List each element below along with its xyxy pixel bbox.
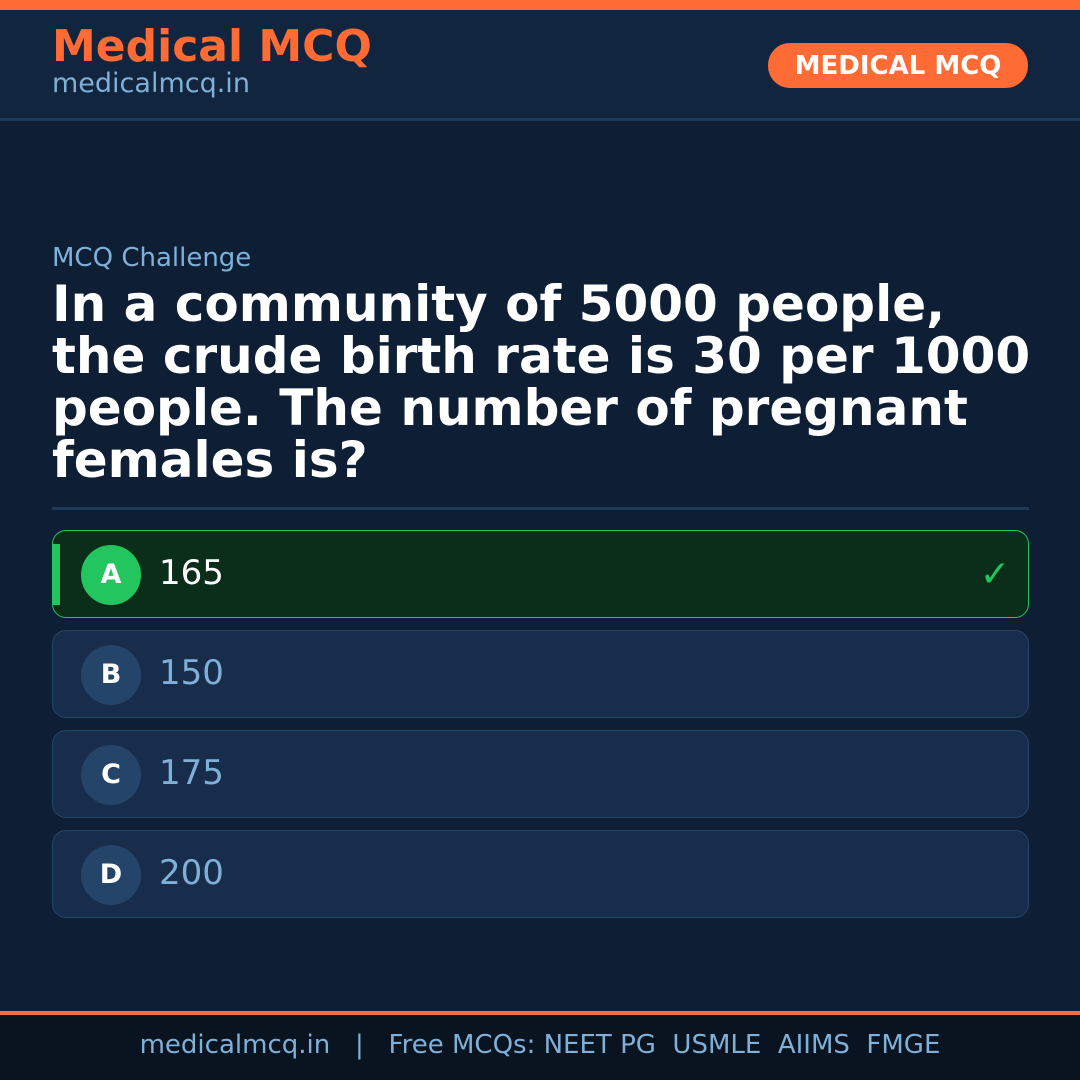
option-b[interactable]: B 150 <box>52 630 1029 718</box>
brand-title: Medical MCQ <box>52 21 372 72</box>
question-text: In a community of 5000 people, the crude… <box>52 275 1031 489</box>
footer-accent-line <box>0 1011 1080 1015</box>
option-text: 165 <box>159 553 224 593</box>
divider <box>52 507 1029 510</box>
brand-badge: MEDICAL MCQ <box>768 43 1028 88</box>
footer-text: medicalmcq.in | Free MCQs: NEET PG USMLE… <box>0 1015 1080 1080</box>
option-letter-badge: C <box>81 745 141 805</box>
header: Medical MCQ medicalmcq.in MEDICAL MCQ <box>0 10 1080 121</box>
check-icon: ✓ <box>979 554 1010 595</box>
option-letter-badge: A <box>81 545 141 605</box>
option-text: 175 <box>159 753 224 793</box>
site-url[interactable]: medicalmcq.in <box>52 68 250 99</box>
option-c[interactable]: C 175 <box>52 730 1029 818</box>
option-text: 150 <box>159 653 224 693</box>
correct-indicator-bar <box>53 544 60 605</box>
question-label: MCQ Challenge <box>52 243 252 273</box>
top-accent-bar <box>0 0 1080 10</box>
option-text: 200 <box>159 853 224 893</box>
option-a[interactable]: A 165 ✓ <box>52 530 1029 618</box>
option-letter-badge: B <box>81 645 141 705</box>
option-letter-badge: D <box>81 845 141 905</box>
option-d[interactable]: D 200 <box>52 830 1029 918</box>
